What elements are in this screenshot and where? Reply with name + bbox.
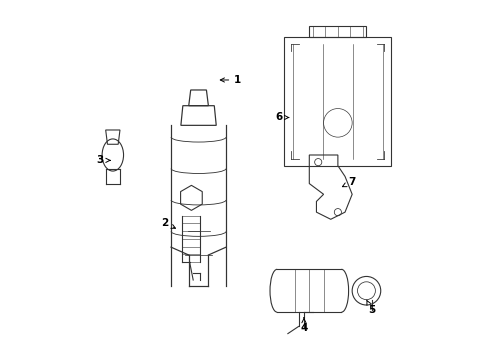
- Text: 7: 7: [343, 177, 356, 187]
- Bar: [284, 37, 392, 166]
- Text: 5: 5: [367, 300, 375, 315]
- Text: 4: 4: [300, 318, 308, 333]
- Bar: [309, 26, 367, 37]
- Text: 2: 2: [161, 218, 175, 228]
- Text: 1: 1: [220, 75, 242, 85]
- Text: 3: 3: [97, 156, 110, 165]
- Text: 6: 6: [275, 112, 289, 122]
